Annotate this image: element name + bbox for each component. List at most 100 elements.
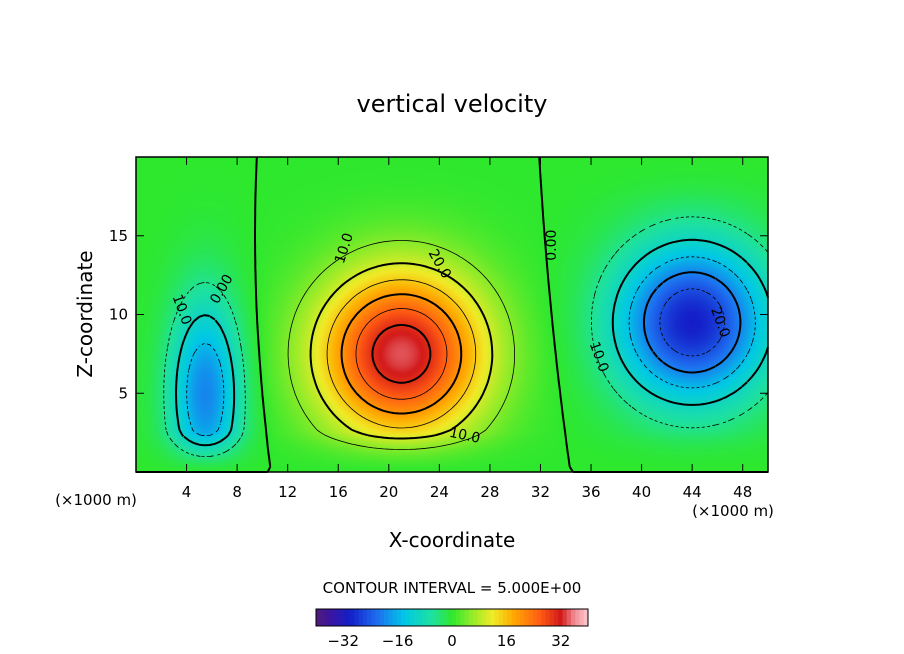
- colorbar-cell: [524, 609, 529, 626]
- contour-line: [309, 262, 494, 440]
- colorbar-cell: [473, 609, 478, 626]
- colorbar-cell: [464, 609, 470, 626]
- heatmap-raster: [136, 157, 768, 472]
- x-tick-label: 40: [632, 483, 651, 501]
- colorbar-cell: [447, 609, 453, 626]
- y-tick-label: 10: [109, 306, 128, 324]
- colorbar-cell: [583, 609, 589, 626]
- colorbar-cell: [350, 609, 355, 626]
- colorbar-cell: [515, 609, 521, 626]
- contour-interval-text: CONTOUR INTERVAL = 5.000E+00: [323, 579, 582, 597]
- x-tick-label: 48: [733, 483, 752, 501]
- contour-line: [326, 279, 477, 429]
- y-tick-label: 15: [109, 227, 128, 245]
- contour-line: [186, 256, 756, 437]
- x-tick-label: 28: [480, 483, 499, 501]
- colorbar-cell: [341, 609, 347, 626]
- colorbar-cell: [333, 609, 338, 626]
- colorbar-cell: [554, 609, 559, 626]
- colorbar-cell: [388, 609, 393, 626]
- contour-line: [340, 293, 463, 415]
- x-tick-label: 4: [182, 483, 192, 501]
- colorbar-cell: [409, 609, 415, 626]
- colorbar-cell: [494, 609, 500, 626]
- contour-line: [163, 216, 769, 457]
- contour-line: [355, 308, 448, 400]
- contour-line: [659, 288, 725, 357]
- colorbar-cell: [379, 609, 385, 626]
- colorbar-cell: [456, 609, 461, 626]
- colorbar-cell: [498, 609, 504, 626]
- colorbar-cell: [328, 609, 334, 626]
- x-tick-label: 12: [278, 483, 297, 501]
- colorbar-tick-label: −32: [327, 632, 359, 650]
- x-tick-label: 8: [232, 483, 242, 501]
- colorbar-cell: [460, 609, 466, 626]
- colorbar-cell: [558, 609, 563, 626]
- colorbar-cell: [481, 609, 487, 626]
- x-axis-unit-left: (×1000 m): [55, 491, 137, 509]
- x-tick-label: 36: [581, 483, 600, 501]
- colorbar-cell: [396, 609, 402, 626]
- x-axis: 4 8 12 16 20 24 28 32 36 40 44 48: [182, 157, 752, 501]
- colorbar-cell: [579, 609, 585, 626]
- colorbar-cell: [443, 609, 449, 626]
- colorbar-frame: [315, 608, 589, 627]
- x-tick-label: 24: [430, 483, 449, 501]
- colorbar-tick-label: 32: [551, 632, 570, 650]
- colorbar-cell: [392, 609, 398, 626]
- colorbar-cell: [571, 609, 576, 626]
- colorbar-cell: [452, 609, 457, 626]
- colorbar-cell: [537, 609, 542, 626]
- colorbar-cell: [418, 609, 423, 626]
- y-tick-label: 5: [118, 384, 128, 402]
- colorbar-cell: [358, 609, 364, 626]
- colorbar-cell: [316, 609, 321, 626]
- chart-title: vertical velocity: [357, 90, 548, 118]
- colorbar-cell: [422, 609, 427, 626]
- colorbar-cell: [337, 609, 342, 626]
- colorbar-cell: [384, 609, 389, 626]
- colorbar-cell: [401, 609, 406, 626]
- colorbar-ticks: −32 −16 0 16 32: [327, 632, 570, 650]
- x-tick-label: 44: [683, 483, 702, 501]
- colorbar-cell: [435, 609, 440, 626]
- colorbar-tick-label: 16: [497, 632, 516, 650]
- contour-label: 10.0: [448, 425, 482, 447]
- y-axis-label: Z-coordinate: [73, 250, 97, 377]
- colorbar-cell: [430, 609, 436, 626]
- colorbar-cell: [469, 609, 474, 626]
- colorbar-cell: [371, 609, 376, 626]
- colorbar-cell: [532, 609, 538, 626]
- contour-line: [643, 271, 742, 374]
- contour-line: [371, 324, 432, 384]
- contour-line: [175, 238, 769, 447]
- colorbar-cell: [362, 609, 368, 626]
- colorbar-tick-label: 0: [447, 632, 457, 650]
- y-axis: 5 10 15: [109, 227, 768, 402]
- colorbar-cell: [507, 609, 512, 626]
- colorbar-cell: [490, 609, 495, 626]
- contour-label: 0.00: [544, 230, 560, 261]
- colorbar-cell: [367, 609, 372, 626]
- colorbar-cell: [566, 609, 572, 626]
- x-axis-unit-right: (×1000 m): [692, 502, 774, 520]
- colorbar-cell: [541, 609, 546, 626]
- colorbar-cell: [520, 609, 525, 626]
- colorbar-cell: [528, 609, 534, 626]
- colorbar-cell: [439, 609, 444, 626]
- colorbar-cell: [549, 609, 555, 626]
- colorbar-cell: [324, 609, 330, 626]
- colorbar-cell: [477, 609, 483, 626]
- colorbar-tick-label: −16: [382, 632, 414, 650]
- colorbar-cell: [486, 609, 491, 626]
- x-axis-label: X-coordinate: [389, 528, 516, 552]
- x-tick-label: 32: [531, 483, 550, 501]
- colorbar: [315, 608, 589, 627]
- x-tick-label: 20: [379, 483, 398, 501]
- colorbar-cell: [511, 609, 517, 626]
- colorbar-cell: [575, 609, 580, 626]
- colorbar-cell: [375, 609, 381, 626]
